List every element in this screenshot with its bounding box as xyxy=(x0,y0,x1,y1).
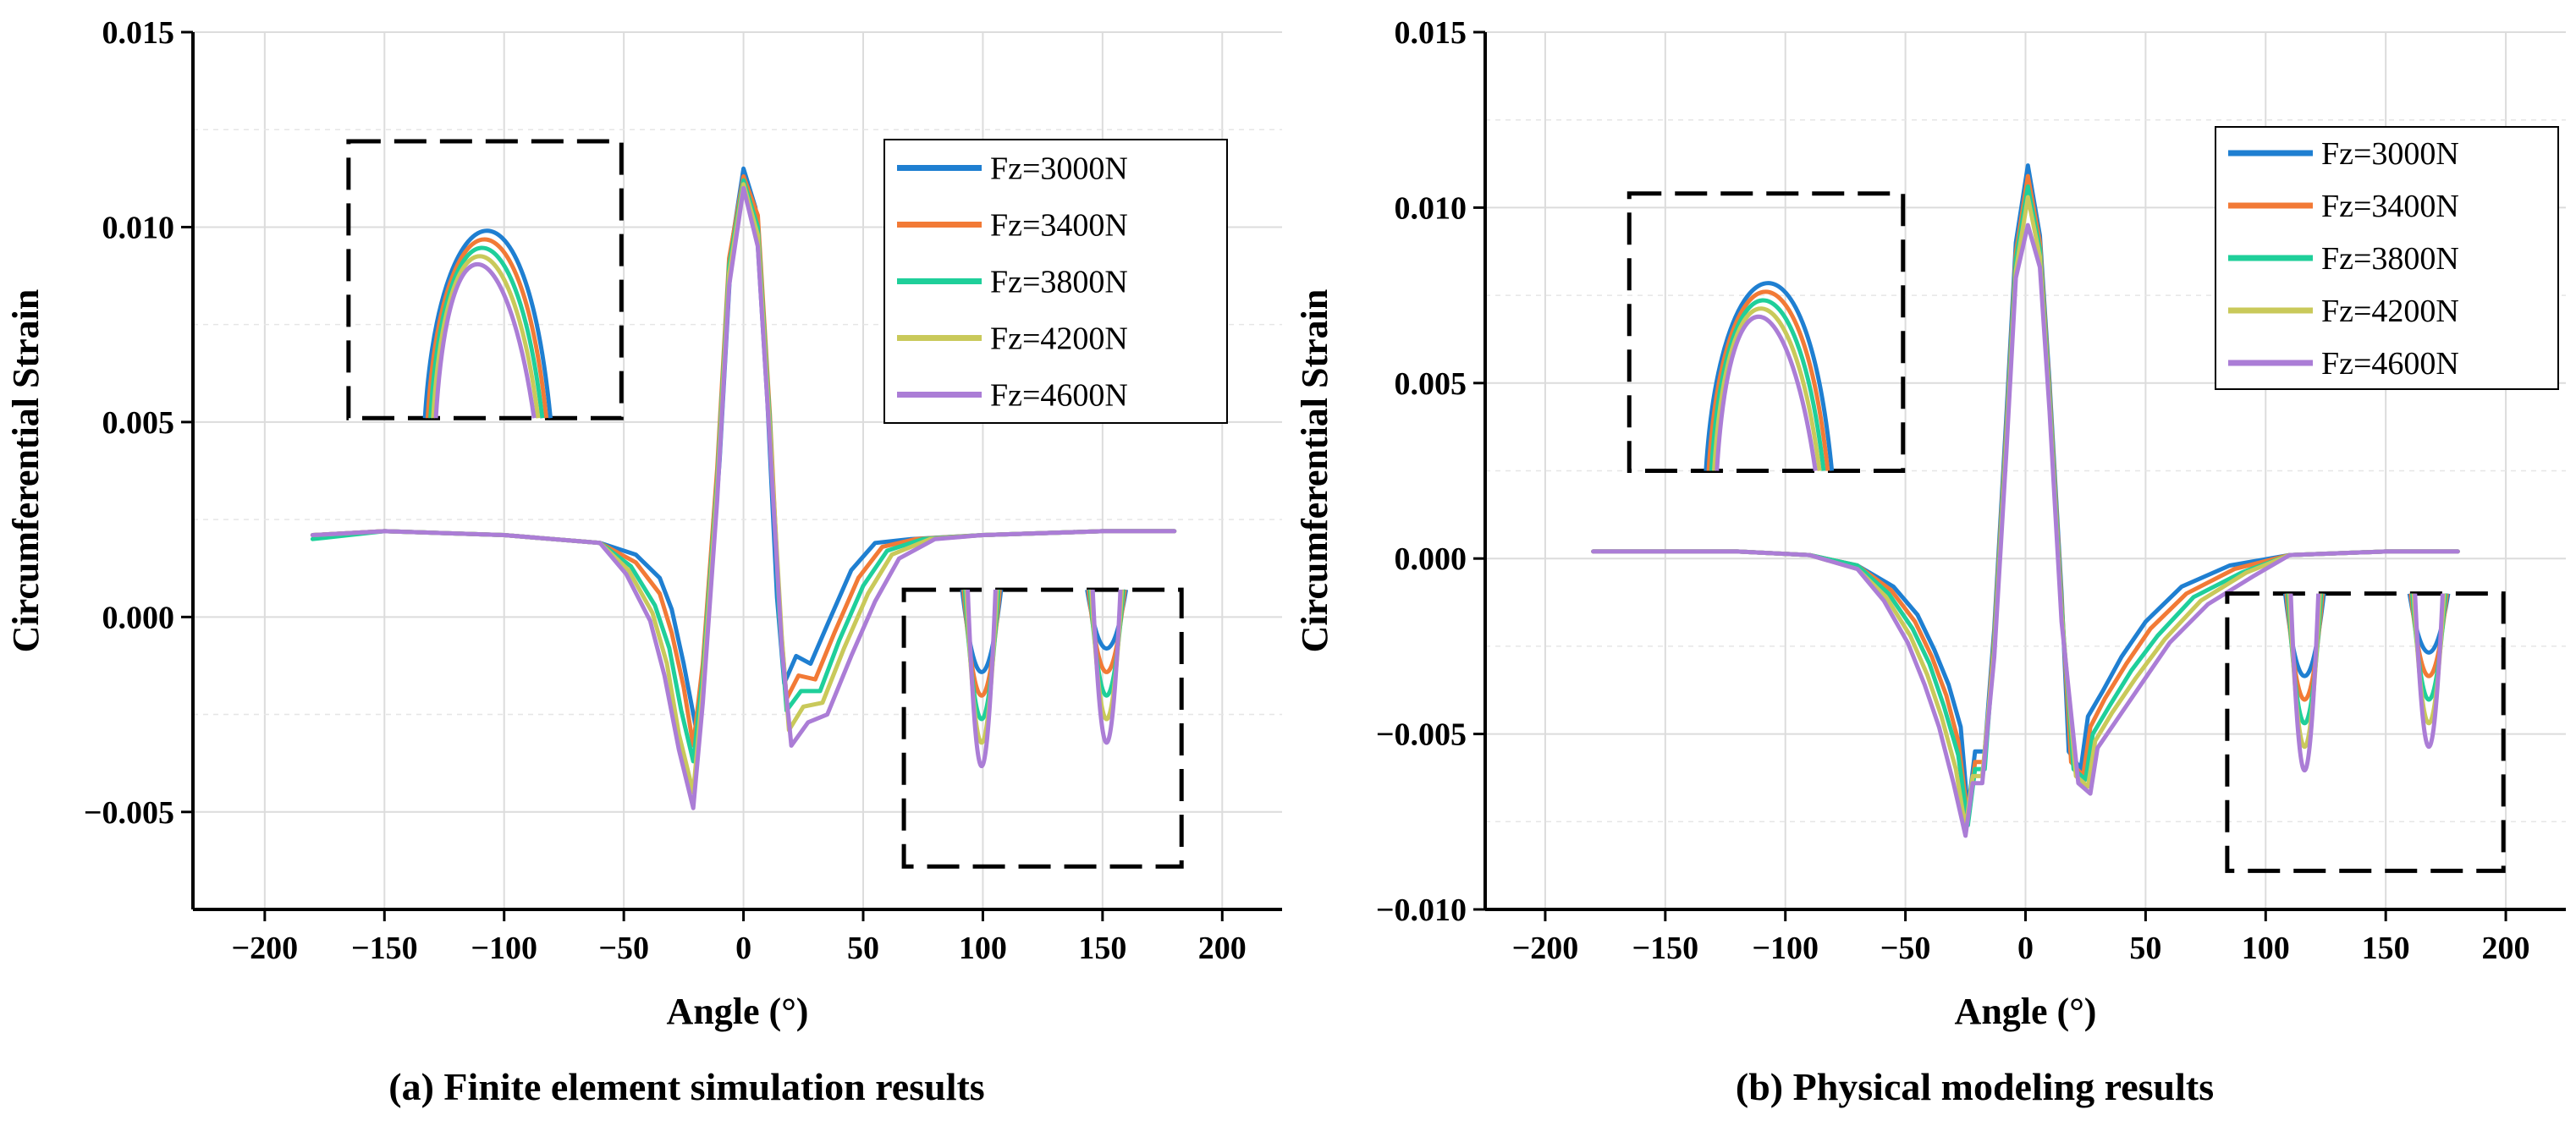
x-tick-label: −150 xyxy=(351,931,418,966)
panel-caption: (b) Physical modeling results xyxy=(1736,1065,2214,1108)
x-tick-label: 50 xyxy=(847,931,879,966)
inset-curve-top xyxy=(431,254,541,419)
y-tick-label: 0.005 xyxy=(1395,366,1467,402)
zoom-box xyxy=(901,587,1184,869)
x-tick-label: −50 xyxy=(598,931,649,966)
legend-label: Fz=4200N xyxy=(2321,294,2459,329)
panel-b-physical-modeling: −200 −150 −100 −50 0 50 100 150 200 −0.010 −0.005 0… xyxy=(1294,15,2566,1108)
zoom-box xyxy=(1627,191,1906,473)
series-line xyxy=(1591,222,2460,838)
y-tick-label: 0.005 xyxy=(102,405,175,441)
legend-label: Fz=3800N xyxy=(2321,241,2459,277)
panel-caption: (a) Finite element simulation results xyxy=(388,1065,984,1108)
x-tick-label: −200 xyxy=(1512,931,1579,966)
y-tick-label: 0.015 xyxy=(1395,15,1467,51)
x-tick-label: 100 xyxy=(959,931,1007,966)
legend-label: Fz=3800N xyxy=(990,265,1128,300)
inset-curve-top xyxy=(433,262,537,419)
legend: Fz=3000N Fz=3400N Fz=3800N Fz=4200N Fz=4600N xyxy=(2215,126,2559,390)
x-tick-label: −100 xyxy=(1752,931,1819,966)
series-line xyxy=(310,174,1177,748)
x-tick-label: −200 xyxy=(232,931,299,966)
y-tick-label: 0.010 xyxy=(1395,190,1467,226)
y-tick-label: 0.000 xyxy=(1395,541,1467,577)
y-tick-label: 0.010 xyxy=(102,210,175,245)
legend-label: Fz=3400N xyxy=(990,208,1128,244)
zoom-box xyxy=(346,139,624,420)
inset-curve-top xyxy=(428,245,545,419)
x-axis-title: Angle (°) xyxy=(667,991,809,1032)
inset-curve-top xyxy=(422,228,553,419)
y-tick-label: −0.005 xyxy=(84,795,174,831)
legend: Fz=3000N Fz=3400N Fz=3800N Fz=4200N Fz=4600N xyxy=(883,139,1228,424)
y-tick-label: 0.015 xyxy=(102,15,175,51)
x-tick-label: 150 xyxy=(2362,931,2410,966)
inset-curve-bottom xyxy=(966,589,998,769)
series-line xyxy=(310,185,1177,810)
x-tick-label: −150 xyxy=(1632,931,1699,966)
y-axis-title: Circumferential Strain xyxy=(1294,289,1335,653)
panel-a-finite-element: −200 −150 −100 −50 0 50 100 150 200 −0.005 0.000 0.… xyxy=(5,15,1282,1108)
inset-curve-top xyxy=(1706,289,1830,471)
inset-curve-bottom xyxy=(2413,593,2445,749)
inset-curve-top xyxy=(1704,281,1835,471)
inset-curve-top xyxy=(1715,315,1818,471)
x-tick-label: 200 xyxy=(2482,931,2530,966)
legend-label: Fz=4600N xyxy=(2321,346,2459,382)
x-tick-label: 50 xyxy=(2129,931,2161,966)
series-line xyxy=(1591,195,2460,832)
x-tick-label: 100 xyxy=(2242,931,2290,966)
x-tick-label: 150 xyxy=(1078,931,1126,966)
legend-label: Fz=3000N xyxy=(2321,136,2459,172)
legend-label: Fz=4200N xyxy=(990,321,1128,357)
y-axis-title: Circumferential Strain xyxy=(5,289,47,653)
legend-label: Fz=3400N xyxy=(2321,189,2459,224)
x-tick-label: 0 xyxy=(2017,931,2034,966)
x-tick-label: 0 xyxy=(735,931,751,966)
y-tick-label: 0.000 xyxy=(102,600,175,635)
x-axis-title: Angle (°) xyxy=(1955,991,2097,1032)
legend-label: Fz=3000N xyxy=(990,151,1128,187)
legend-label: Fz=4600N xyxy=(990,378,1128,414)
inset-curve-bottom xyxy=(1090,589,1123,745)
inset-curve-top xyxy=(425,237,549,419)
x-tick-label: −50 xyxy=(1880,931,1931,966)
inset-curve-top xyxy=(1712,306,1822,471)
y-tick-label: −0.010 xyxy=(1376,893,1467,928)
x-tick-label: −100 xyxy=(471,931,537,966)
zoom-box xyxy=(2225,591,2506,873)
inset-curve-bottom xyxy=(2288,593,2321,773)
x-tick-label: 200 xyxy=(1198,931,1247,966)
y-tick-label: −0.005 xyxy=(1376,717,1467,753)
inset-curve-top xyxy=(1709,298,1826,471)
